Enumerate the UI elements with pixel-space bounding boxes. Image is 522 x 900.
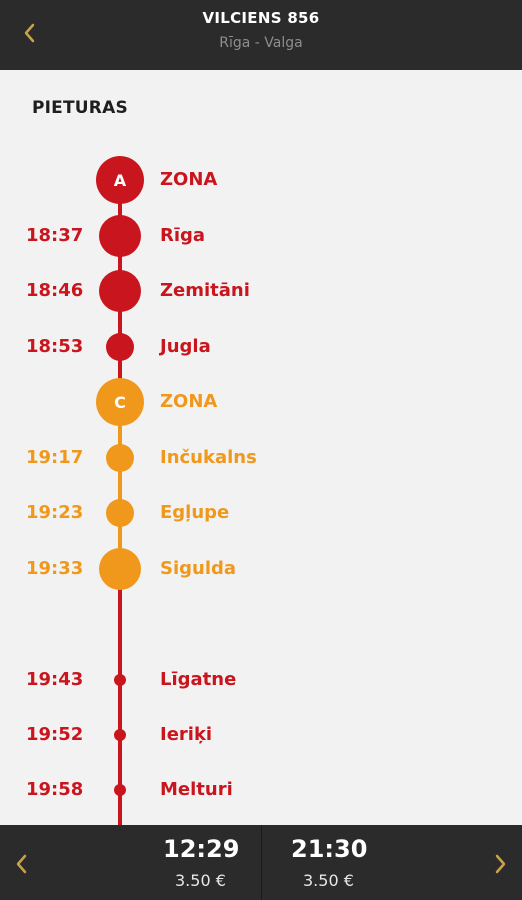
- stop-marker: [106, 444, 134, 472]
- chevron-right-icon: [495, 854, 506, 874]
- stop-marker: [106, 499, 134, 527]
- app-header: VILCIENS 856 Rīga - Valga: [0, 0, 522, 70]
- route-line-segment: [118, 347, 122, 402]
- next-departure-button[interactable]: [486, 847, 516, 881]
- stop-time: 19:43: [26, 669, 84, 690]
- zone-marker: A: [96, 156, 144, 204]
- stop-time: 19:33: [26, 558, 84, 579]
- route-subtitle: Rīga - Valga: [219, 35, 303, 51]
- footer-divider: [261, 825, 262, 900]
- route-line-segment: [118, 402, 122, 458]
- stop-time: 19:23: [26, 502, 84, 523]
- departure-time: 12:29: [163, 835, 240, 863]
- route-line-segment: [118, 236, 122, 291]
- stop-row[interactable]: 19:52 Ieriķi: [0, 712, 522, 758]
- stop-row[interactable]: 19:33 Sigulda: [0, 546, 522, 592]
- chevron-left-icon: [16, 854, 27, 874]
- zone-marker: C: [96, 378, 144, 426]
- stop-name: Jugla: [160, 336, 211, 357]
- departure-price: 3.50 €: [303, 871, 354, 890]
- route-line-segment: [118, 513, 122, 569]
- stop-marker-small: [114, 729, 126, 741]
- stop-marker: [106, 333, 134, 361]
- route-line-segment: [118, 790, 122, 825]
- stop-name: Rīga: [160, 225, 206, 246]
- stop-row[interactable]: 19:43 Līgatne: [0, 657, 522, 703]
- stop-marker-large: [99, 548, 141, 590]
- route-line-segment: [118, 569, 122, 680]
- zone-label: ZONA: [160, 169, 218, 190]
- stop-time: 19:52: [26, 724, 84, 745]
- stop-name: Egļupe: [160, 502, 230, 523]
- zone-label: ZONA: [160, 391, 218, 412]
- stop-time: 19:58: [26, 779, 84, 800]
- stop-marker-small: [114, 674, 126, 686]
- stop-time: 18:46: [26, 280, 84, 301]
- stop-row[interactable]: 18:46 Zemitāni: [0, 268, 522, 314]
- stop-name: Ieriķi: [160, 724, 213, 745]
- departure-option-1[interactable]: 12:29 3.50 €: [163, 825, 261, 900]
- train-title: VILCIENS 856: [202, 9, 320, 27]
- route-line-segment: [118, 180, 122, 236]
- stop-name: Sigulda: [160, 558, 237, 579]
- zone-row: A ZONA: [0, 156, 522, 204]
- departure-option-2[interactable]: 21:30 3.50 €: [291, 825, 391, 900]
- stop-name: Zemitāni: [160, 280, 250, 301]
- stop-marker-large: [99, 215, 141, 257]
- stop-name: Melturi: [160, 779, 233, 800]
- departure-price: 3.50 €: [175, 871, 226, 890]
- route-line-segment: [118, 458, 122, 513]
- stop-time: 18:53: [26, 336, 84, 357]
- stop-row[interactable]: 19:17 Inčukalns: [0, 435, 522, 481]
- stop-row[interactable]: 19:58 Melturi: [0, 767, 522, 813]
- stop-time: 18:37: [26, 225, 84, 246]
- stop-name: Līgatne: [160, 669, 237, 690]
- stop-time: 19:17: [26, 447, 84, 468]
- route-line-segment: [118, 291, 122, 347]
- zone-row: C ZONA: [0, 378, 522, 426]
- stop-name: Inčukalns: [160, 447, 257, 468]
- route-line-segment: [118, 735, 122, 790]
- departure-time: 21:30: [291, 835, 368, 863]
- stop-marker-large: [99, 270, 141, 312]
- stop-row[interactable]: 18:53 Jugla: [0, 324, 522, 370]
- back-button[interactable]: [14, 16, 44, 50]
- previous-departure-button[interactable]: [6, 847, 36, 881]
- stop-marker-small: [114, 784, 126, 796]
- route-line-segment: [118, 680, 122, 735]
- stop-row[interactable]: 19:23 Egļupe: [0, 490, 522, 536]
- section-title-stops: PIETURAS: [32, 98, 128, 118]
- stop-row[interactable]: 18:37 Rīga: [0, 213, 522, 259]
- departure-footer: 12:29 3.50 € 21:30 3.50 €: [0, 825, 522, 900]
- chevron-left-icon: [24, 23, 35, 43]
